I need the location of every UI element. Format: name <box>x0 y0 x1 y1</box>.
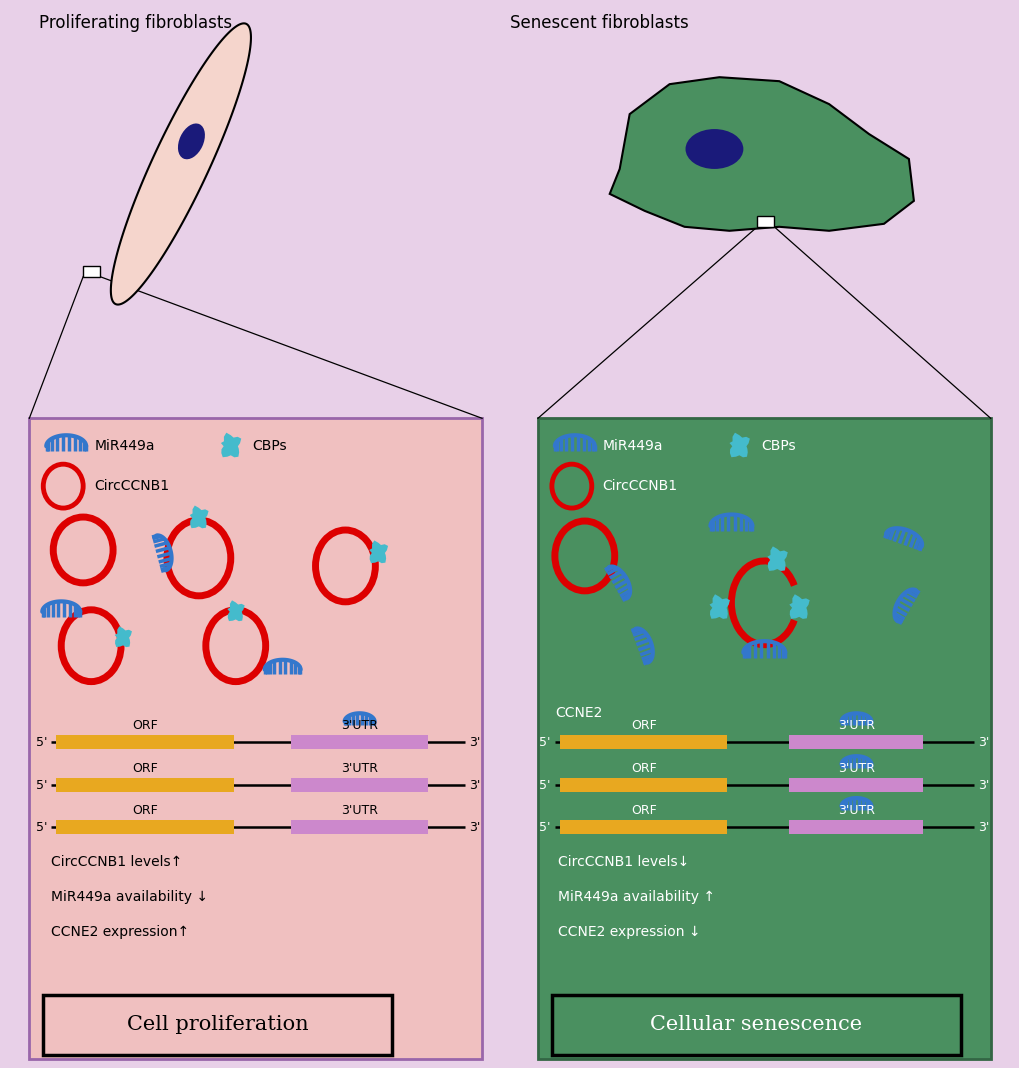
Bar <box>789 779 922 792</box>
Bar <box>537 419 989 1058</box>
Text: ORF: ORF <box>630 804 656 817</box>
Polygon shape <box>709 594 730 618</box>
Bar <box>56 736 234 750</box>
Text: CBPs: CBPs <box>253 439 287 453</box>
Text: 3': 3' <box>469 779 480 791</box>
Text: CCNE2 expression ↓: CCNE2 expression ↓ <box>557 925 700 939</box>
Polygon shape <box>789 594 809 618</box>
Bar <box>789 736 922 750</box>
Polygon shape <box>114 626 131 647</box>
Text: ORF: ORF <box>132 720 158 733</box>
Text: 3': 3' <box>469 820 480 834</box>
Polygon shape <box>609 77 913 231</box>
Text: MiR449a availability ↓: MiR449a availability ↓ <box>51 890 208 904</box>
Text: 3'UTR: 3'UTR <box>340 763 378 775</box>
Text: MiR449a: MiR449a <box>94 439 155 453</box>
Polygon shape <box>766 547 787 571</box>
Bar <box>56 779 234 792</box>
Polygon shape <box>111 23 251 304</box>
Text: 5': 5' <box>539 779 550 791</box>
Bar <box>559 736 727 750</box>
Text: MiR449a availability ↑: MiR449a availability ↑ <box>557 890 714 904</box>
Text: 3'UTR: 3'UTR <box>838 804 874 817</box>
Text: Cell proliferation: Cell proliferation <box>126 1016 309 1034</box>
Text: 3'UTR: 3'UTR <box>838 720 874 733</box>
Text: 5': 5' <box>36 779 47 791</box>
Text: 3': 3' <box>977 736 988 749</box>
Text: 3': 3' <box>977 820 988 834</box>
Text: 5': 5' <box>36 820 47 834</box>
Polygon shape <box>227 600 245 622</box>
Text: ORF: ORF <box>132 763 158 775</box>
Bar <box>551 994 960 1054</box>
Text: CCNE2: CCNE2 <box>554 706 601 720</box>
Text: MiR449a: MiR449a <box>602 439 662 453</box>
Text: 5': 5' <box>36 736 47 749</box>
Bar <box>291 736 427 750</box>
Text: CBPs: CBPs <box>760 439 795 453</box>
Bar <box>756 216 773 226</box>
Polygon shape <box>190 505 208 529</box>
Text: Cellular senescence: Cellular senescence <box>650 1016 861 1034</box>
Text: ORF: ORF <box>630 763 656 775</box>
Text: 5': 5' <box>539 820 550 834</box>
Text: Proliferating fibroblasts: Proliferating fibroblasts <box>40 14 232 32</box>
Ellipse shape <box>177 124 205 159</box>
Text: CircCCNB1 levels↓: CircCCNB1 levels↓ <box>557 855 689 869</box>
Text: CCNE2 expression↑: CCNE2 expression↑ <box>51 925 190 939</box>
Polygon shape <box>221 433 242 457</box>
Bar <box>30 419 482 1058</box>
Bar <box>84 266 100 277</box>
Text: 3'UTR: 3'UTR <box>838 763 874 775</box>
Text: CircCCNB1: CircCCNB1 <box>94 480 169 493</box>
Bar <box>56 820 234 834</box>
Text: 5': 5' <box>539 736 550 749</box>
Bar <box>559 820 727 834</box>
Text: CircCCNB1 levels↑: CircCCNB1 levels↑ <box>51 855 182 869</box>
Text: CircCCNB1: CircCCNB1 <box>602 480 678 493</box>
Text: ORF: ORF <box>630 720 656 733</box>
Bar <box>789 820 922 834</box>
Bar <box>291 779 427 792</box>
Ellipse shape <box>685 129 743 169</box>
Text: 3': 3' <box>977 779 988 791</box>
Text: 3'UTR: 3'UTR <box>340 720 378 733</box>
Text: 3': 3' <box>469 736 480 749</box>
Bar <box>559 779 727 792</box>
Polygon shape <box>369 540 387 563</box>
Text: Senescent fibroblasts: Senescent fibroblasts <box>510 14 688 32</box>
Bar <box>43 994 392 1054</box>
Text: ORF: ORF <box>132 804 158 817</box>
Bar <box>291 820 427 834</box>
Text: 3'UTR: 3'UTR <box>340 804 378 817</box>
Polygon shape <box>729 433 749 457</box>
